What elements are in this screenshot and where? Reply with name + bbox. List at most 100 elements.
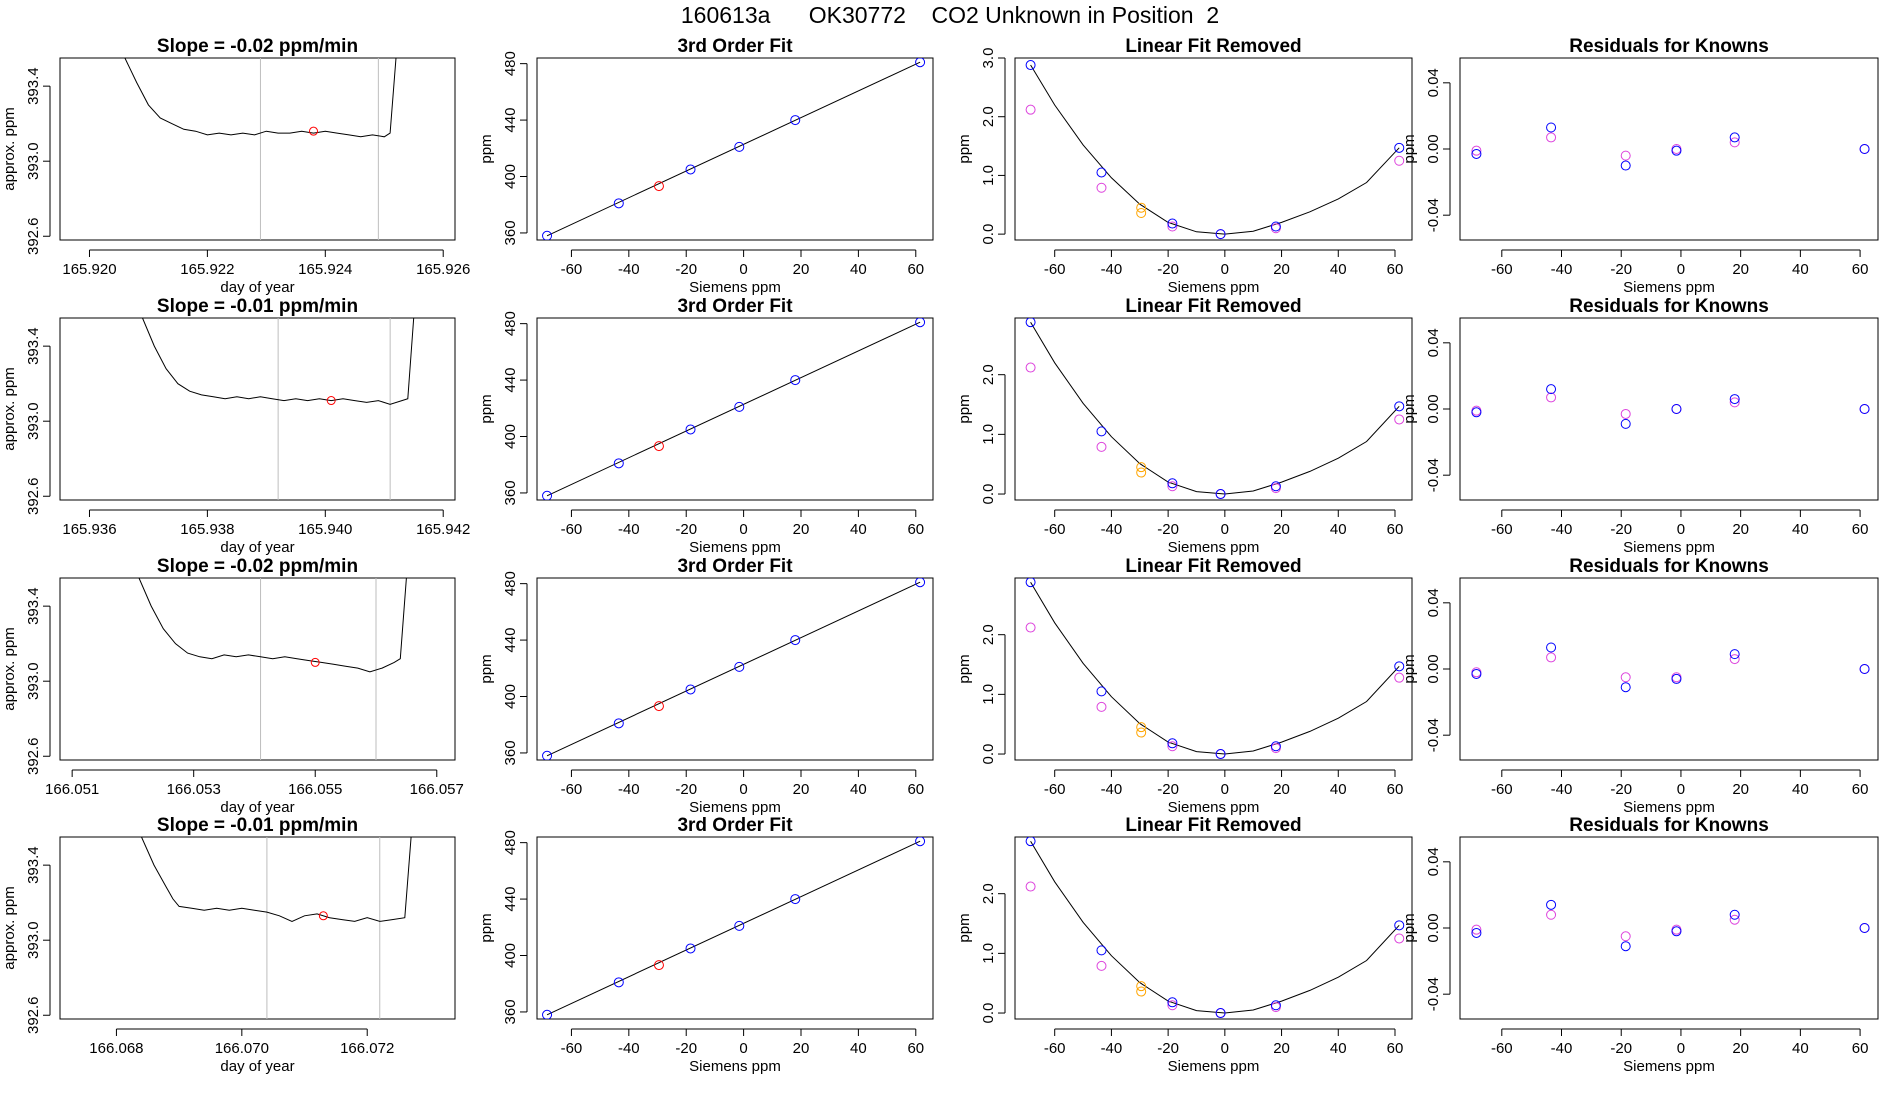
- known-point: [1215, 489, 1226, 500]
- x-tick-label: 166.051: [45, 781, 99, 798]
- plot-frame: [1459, 317, 1879, 501]
- plot-title: 3rd Order Fit: [677, 556, 793, 577]
- known-point: [1215, 749, 1226, 760]
- fit-curve: [1030, 321, 1400, 495]
- plot-area: [142, 318, 415, 500]
- known-point: [1025, 837, 1036, 847]
- residual-point: [1671, 145, 1682, 156]
- y-tick-label: 440: [502, 108, 519, 133]
- plot-area: [1025, 578, 1405, 760]
- plot-area: [542, 318, 926, 500]
- y-tick-label: 2.0: [980, 624, 997, 645]
- y-tick-label: 0.04: [1425, 588, 1442, 617]
- residual-point: [1620, 160, 1631, 171]
- plot-frame: [536, 836, 934, 1020]
- y-tick-label: 480: [502, 51, 519, 76]
- residual-point: [1729, 394, 1740, 405]
- known-point: [1025, 578, 1036, 588]
- x-tick-label: 165.940: [298, 521, 352, 538]
- y-tick-label: 2.0: [980, 106, 997, 127]
- raw-known-point: [1167, 741, 1178, 752]
- y-tick-label: -0.04: [1425, 198, 1442, 232]
- y-tick-label: 393.4: [25, 327, 42, 365]
- x-tick-label: 0: [1677, 261, 1685, 278]
- x-tick-label: -40: [618, 781, 640, 798]
- y-tick-label: 3.0: [980, 48, 997, 69]
- residual-point: [1546, 642, 1557, 653]
- y-tick-label: 392.6: [25, 996, 42, 1034]
- plot-title: Slope = -0.01 ppm/min: [157, 815, 358, 836]
- y-axis-label: approx. ppm: [1, 886, 18, 969]
- fit-line: [546, 321, 921, 497]
- plot-area: [1471, 384, 1870, 429]
- known-point: [1270, 741, 1281, 752]
- plot-area: [1471, 899, 1870, 952]
- y-tick-label: 393.4: [25, 587, 42, 625]
- x-tick-label: 20: [1273, 261, 1290, 278]
- plot-area: [1025, 837, 1405, 1019]
- y-tick-label: -0.04: [1425, 977, 1442, 1011]
- x-axis-label: Siemens ppm: [689, 799, 781, 816]
- plot-frame: [1459, 836, 1879, 1020]
- x-axis-label: Siemens ppm: [1623, 279, 1715, 296]
- plot-title: Slope = -0.02 ppm/min: [157, 36, 358, 57]
- unknown-point: [1136, 986, 1147, 997]
- y-tick-label: 0.04: [1425, 68, 1442, 97]
- y-axis-label: ppm: [956, 394, 973, 423]
- raw-known-point: [1096, 441, 1107, 452]
- residual-point: [1620, 682, 1631, 693]
- x-tick-label: 60: [1387, 781, 1404, 798]
- known-point: [915, 578, 926, 588]
- x-tick-label: 40: [1792, 261, 1809, 278]
- known-point: [1096, 426, 1107, 437]
- known-point: [1394, 401, 1405, 412]
- plot-area: [124, 58, 397, 240]
- plot-area: [1471, 642, 1870, 693]
- plot-title: Slope = -0.02 ppm/min: [157, 556, 358, 577]
- raw-known-point: [1025, 622, 1036, 633]
- raw-residual-point: [1729, 654, 1740, 665]
- x-tick-label: 60: [1852, 521, 1869, 538]
- y-axis-label: ppm: [1401, 654, 1418, 683]
- plot-area: [141, 837, 412, 1019]
- known-point: [734, 661, 745, 672]
- y-axis-label: ppm: [478, 394, 495, 423]
- y-tick-label: 393.0: [25, 402, 42, 440]
- x-tick-label: 40: [1330, 261, 1347, 278]
- concentration-trace: [124, 58, 397, 138]
- y-tick-label: 393.4: [25, 67, 42, 105]
- x-tick-label: -20: [1610, 261, 1632, 278]
- raw-known-point: [1096, 182, 1107, 193]
- fit-curve: [1030, 64, 1400, 235]
- x-tick-label: 166.070: [215, 1040, 269, 1057]
- residual-point: [1729, 909, 1740, 920]
- x-axis-label: Siemens ppm: [1168, 539, 1260, 556]
- plot-title: Residuals for Knowns: [1569, 556, 1769, 577]
- plot-frame: [59, 836, 456, 1020]
- y-tick-label: 360: [502, 220, 519, 245]
- raw-known-point: [1394, 155, 1405, 166]
- y-tick-label: 480: [502, 571, 519, 596]
- x-tick-label: -20: [1157, 261, 1179, 278]
- x-axis-label: Siemens ppm: [1168, 1058, 1260, 1075]
- plot-area: [138, 578, 407, 760]
- x-tick-label: -60: [1491, 781, 1513, 798]
- plot-frame: [1014, 577, 1413, 761]
- y-tick-label: 480: [502, 311, 519, 336]
- raw-residual-point: [1471, 145, 1482, 156]
- known-point: [1096, 686, 1107, 697]
- raw-residual-point: [1620, 931, 1631, 942]
- plot-frame: [536, 577, 934, 761]
- x-tick-label: 40: [850, 521, 867, 538]
- known-point: [685, 424, 696, 435]
- residual-point: [1471, 927, 1482, 938]
- y-tick-label: 360: [502, 740, 519, 765]
- y-tick-label: 400: [502, 943, 519, 968]
- x-tick-label: 40: [850, 261, 867, 278]
- known-point: [685, 943, 696, 954]
- y-tick-label: 393.0: [25, 142, 42, 180]
- known-point: [1096, 167, 1107, 178]
- x-tick-label: -40: [1551, 521, 1573, 538]
- y-tick-label: 2.0: [980, 883, 997, 904]
- x-axis-label: day of year: [220, 539, 294, 556]
